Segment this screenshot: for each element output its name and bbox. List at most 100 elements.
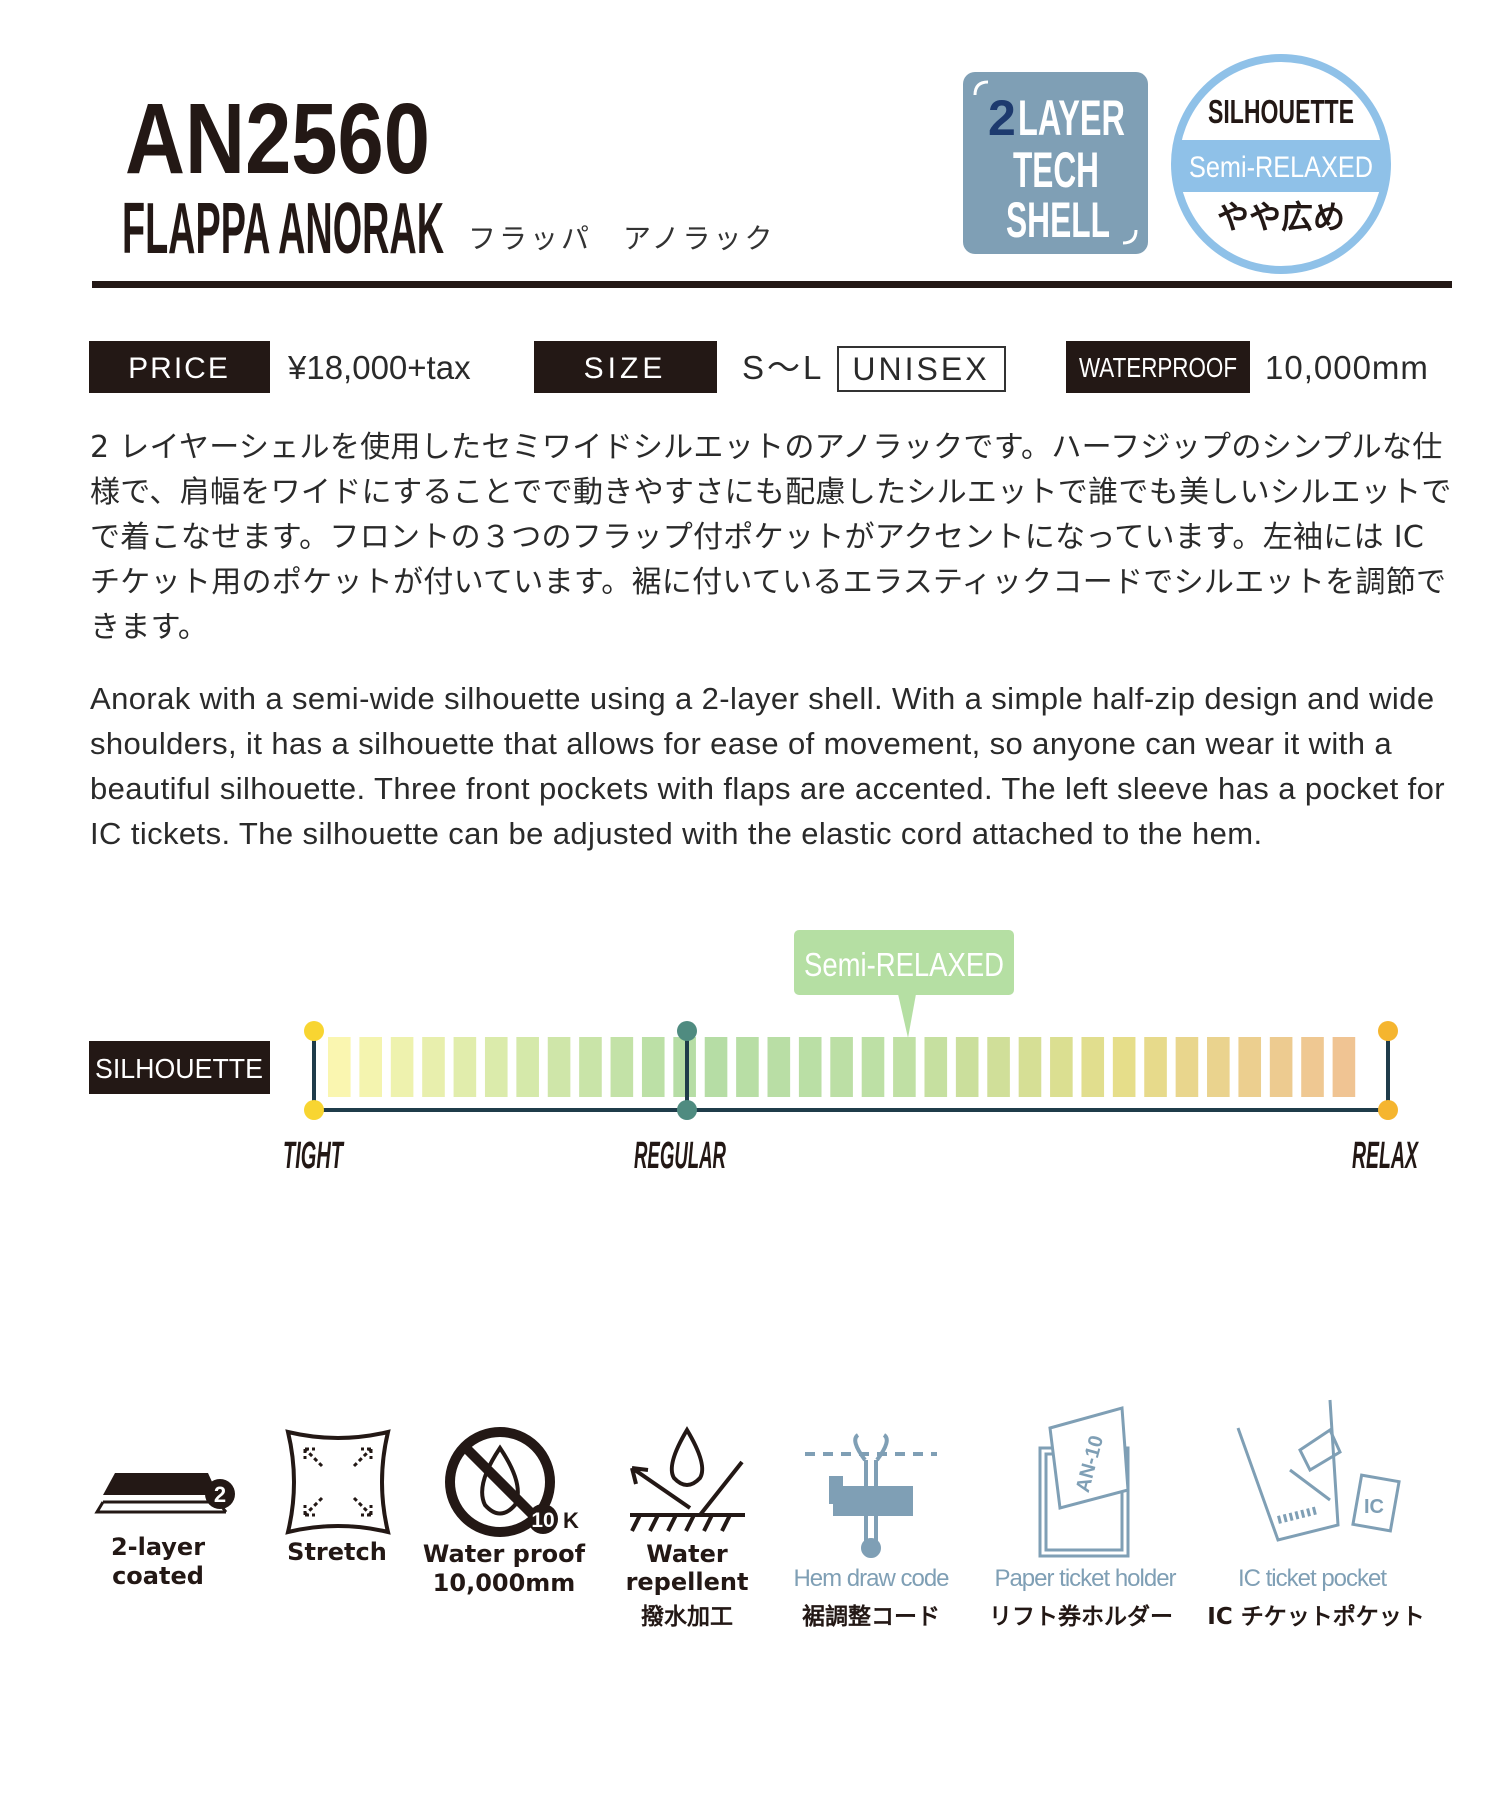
scale-dot — [677, 1021, 697, 1041]
scale-stripe — [955, 1037, 979, 1097]
scale-end: REGULAR — [634, 1135, 726, 1177]
scale-marker-pointer — [898, 994, 916, 1038]
scale-stripe — [390, 1037, 414, 1097]
scale-stripe — [893, 1037, 916, 1097]
icon-waterproof: 10 K — [445, 1427, 579, 1537]
feature-label: coated — [112, 1562, 204, 1590]
scale-stripe — [1207, 1037, 1230, 1097]
scale-dot — [304, 1100, 324, 1120]
scale-label-box — [89, 1041, 270, 1094]
tech-line: LAYER — [1018, 90, 1125, 146]
feature-label: 10,000mm — [433, 1569, 576, 1597]
scale-stripe — [453, 1037, 477, 1097]
scale-stripe — [422, 1037, 445, 1097]
icon-ticket-holder: AN-10 — [1038, 1406, 1130, 1558]
scale-stripe — [1050, 1037, 1073, 1097]
spec-tag: UNISEX — [852, 351, 989, 387]
icon-text: 2 — [214, 1482, 226, 1507]
icon-repellent — [630, 1426, 745, 1532]
scale-label: SILHOUETTE — [95, 1053, 263, 1084]
badge-fit-ja: やや広め — [1217, 198, 1345, 236]
scale-stripe — [704, 1037, 728, 1097]
icon-text: 10 — [531, 1509, 554, 1532]
spec-tag-box — [837, 346, 1006, 392]
scale-marker — [794, 930, 1014, 995]
scale-stripe — [1144, 1037, 1167, 1097]
badge-title: SILHOUETTE — [1208, 93, 1354, 130]
scale-stripe — [1301, 1037, 1324, 1097]
scale-stripe — [736, 1037, 759, 1097]
tech-badge — [963, 72, 1148, 254]
feature-label: Paper ticket holder — [994, 1565, 1176, 1592]
icon-stretch — [285, 1429, 391, 1535]
feature-label-ja: 裾調整コード — [802, 1603, 940, 1630]
feature-label-ja: 撥水加工 — [641, 1604, 733, 1630]
product-name: FLAPPA ANORAK — [122, 189, 444, 269]
spec-label-box — [1066, 341, 1250, 393]
scale-stripe — [1238, 1037, 1262, 1097]
scale-dot — [1378, 1021, 1398, 1041]
scale-stripe — [610, 1037, 634, 1097]
feature-label: 2-layer — [111, 1533, 205, 1561]
badge-corner — [973, 80, 1138, 245]
scale-stripe — [1175, 1037, 1199, 1097]
scale-stripe — [1018, 1037, 1042, 1097]
scale-stripe — [673, 1037, 696, 1097]
spec-value: S〜L — [742, 349, 824, 386]
scale-stripe — [1081, 1037, 1105, 1097]
feature-label: Water proof — [423, 1540, 586, 1568]
tech-line: SHELL — [1006, 192, 1110, 248]
scale-stripe — [516, 1037, 539, 1097]
product-name-ja: フラッパ アノラック — [468, 222, 775, 255]
scale-stripe — [924, 1037, 948, 1097]
scale-stripe — [767, 1037, 791, 1097]
scale-stripe — [328, 1037, 351, 1097]
scale-stripe — [798, 1037, 822, 1097]
scale-end: RELAX — [1352, 1135, 1419, 1177]
scale-end: TIGHT — [283, 1135, 344, 1177]
scale-stripe — [1332, 1037, 1356, 1097]
spec-label-box — [89, 341, 270, 393]
scale-marker-label: Semi-RELAXED — [804, 946, 1004, 983]
spec-label: WATERPROOF — [1079, 352, 1237, 383]
feature-label-ja: リフト券ホルダー — [989, 1603, 1173, 1630]
feature-label: Stretch — [287, 1538, 387, 1566]
description-en: Anorak with a semi-wide silhouette using… — [90, 681, 1445, 851]
scale-stripe — [641, 1037, 665, 1097]
spec-value: ¥18,000+tax — [287, 349, 471, 386]
feature-label: repellent — [626, 1568, 749, 1596]
scale-stripe — [987, 1037, 1010, 1097]
description-ja: 2 レイヤーシェルを使用したセミワイドシルエットのアノラックです。ハーフジップの… — [90, 430, 1452, 645]
spec-value: 10,000mm — [1265, 349, 1429, 386]
feature-label-ja: IC チケットポケット — [1207, 1603, 1424, 1630]
scale-dot — [1378, 1100, 1398, 1120]
badge-band — [1175, 140, 1387, 192]
scale-stripe — [1112, 1037, 1136, 1097]
icon-text: K — [563, 1508, 579, 1533]
scale-stripe — [861, 1037, 885, 1097]
feature-label: Hem draw code — [793, 1565, 949, 1592]
product-code: AN2560 — [125, 83, 430, 195]
feature-label: IC ticket pocket — [1238, 1565, 1387, 1592]
feature-label: Water — [646, 1540, 728, 1568]
scale-stripe — [1269, 1037, 1293, 1097]
header-rule — [92, 281, 1452, 288]
icon-text: IC — [1364, 1496, 1384, 1518]
icon-ic-pocket: IC — [1236, 1399, 1401, 1542]
spec-label: SIZE — [584, 352, 667, 385]
scale-stripe — [359, 1037, 382, 1097]
scale-stripe — [830, 1037, 853, 1097]
scale-stripe — [579, 1037, 602, 1097]
scale-axis — [312, 1031, 1390, 1112]
spec-label-box — [534, 341, 717, 393]
scale-stripe — [484, 1037, 508, 1097]
scale-stripes — [328, 1037, 1356, 1097]
scale-dot — [304, 1021, 324, 1041]
badge-fit: Semi-RELAXED — [1189, 151, 1373, 184]
scale-dot — [677, 1100, 697, 1120]
icon-2layer: 2 — [94, 1473, 235, 1514]
tech-line: TECH — [1013, 142, 1099, 198]
scale-stripe — [547, 1037, 571, 1097]
